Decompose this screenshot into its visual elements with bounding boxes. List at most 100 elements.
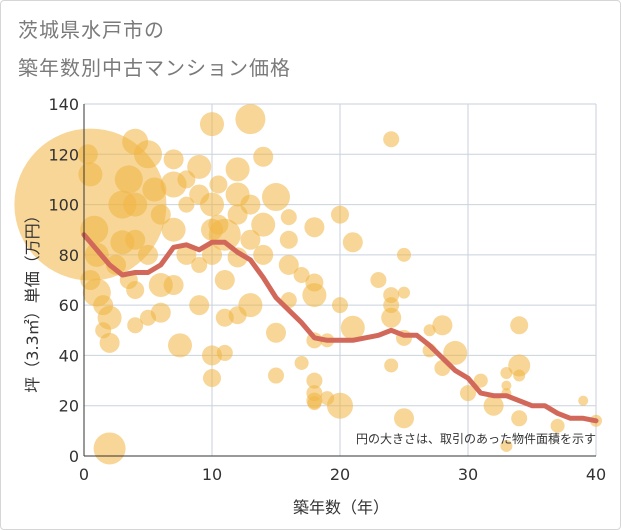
- bubble-point: [443, 340, 468, 365]
- bubble-point: [142, 177, 167, 202]
- bubble-point: [200, 112, 224, 137]
- bubble-point: [383, 131, 400, 148]
- bubble-point: [473, 373, 488, 388]
- bubble-point: [202, 345, 222, 366]
- bubble-point: [500, 439, 513, 452]
- bubble-point: [191, 256, 208, 273]
- bubble-point: [381, 307, 402, 328]
- bubble-point: [294, 355, 309, 370]
- bubble-point: [306, 372, 323, 389]
- bubble-point: [501, 380, 512, 391]
- bubble-point: [304, 217, 325, 238]
- bubble-point: [398, 286, 410, 299]
- bubble-point: [240, 194, 261, 215]
- chart-title-line2: 築年数別中古マンション価格: [18, 56, 291, 80]
- bubble-point: [214, 270, 235, 290]
- bubble-point: [397, 247, 411, 262]
- bubble-point: [423, 324, 436, 337]
- x-tick-label: 30: [458, 465, 478, 484]
- bubble-point: [266, 322, 286, 343]
- x-axis-label: 築年数（年）: [293, 498, 389, 517]
- bubble-point: [342, 232, 363, 253]
- bubble-point: [84, 242, 109, 267]
- trend-line: [81, 232, 599, 424]
- bubble-point: [394, 408, 414, 429]
- x-tick-label: 20: [330, 465, 350, 484]
- bubble-point: [168, 333, 192, 358]
- bubble-point: [200, 192, 224, 217]
- bubble-point: [508, 354, 531, 377]
- bubble-point: [187, 154, 212, 179]
- bubble-point: [125, 229, 146, 250]
- bubble-point: [332, 297, 348, 314]
- x-tick-label: 40: [586, 465, 606, 484]
- bubble-point: [150, 204, 171, 225]
- bubble-point: [331, 205, 349, 224]
- bubble-point: [95, 322, 112, 339]
- bubble-point: [302, 283, 327, 308]
- bubble-point: [238, 293, 263, 318]
- bubble-point: [93, 432, 126, 465]
- bubble-point: [483, 395, 504, 416]
- y-tick-label: 80: [59, 246, 79, 265]
- bubble-point: [340, 315, 365, 340]
- bubble-point: [370, 272, 387, 288]
- bubble-point: [106, 254, 126, 275]
- x-tick-label: 0: [79, 465, 89, 484]
- bubble-point: [209, 175, 228, 194]
- y-tick-label: 40: [59, 346, 79, 365]
- y-tick-label: 60: [59, 296, 79, 315]
- bubble-point: [161, 217, 186, 242]
- bubble-point: [189, 295, 210, 316]
- y-tick-label: 140: [48, 95, 79, 114]
- bubble-point: [134, 140, 162, 169]
- x-tick-label: 10: [202, 465, 222, 484]
- bubble-point: [77, 144, 98, 165]
- bubble-point: [216, 344, 233, 361]
- bubble-point: [150, 302, 171, 323]
- bubble-point: [279, 230, 298, 249]
- bubble-point: [126, 281, 145, 300]
- bubble-point: [123, 192, 148, 217]
- y-tick-label: 120: [48, 145, 79, 164]
- bubble-point: [578, 395, 589, 406]
- bubble-point: [268, 367, 284, 384]
- bubble-point: [176, 244, 197, 265]
- y-tick-label: 0: [69, 447, 79, 466]
- bubble-point: [550, 418, 565, 433]
- bubble-point: [253, 146, 274, 167]
- bubble-point: [278, 254, 299, 275]
- bubble-point: [307, 396, 322, 411]
- bubble-point: [327, 392, 353, 419]
- size-note: 円の大きさは、取引のあった物件面積を示す: [356, 431, 596, 446]
- bubble-point: [127, 317, 144, 334]
- bubble-point: [432, 315, 453, 336]
- axes: 0 20 40 60 80 100 120 140 0 10 20 30 40: [48, 95, 606, 484]
- bubble-point: [262, 183, 290, 212]
- bubble-point: [178, 196, 195, 213]
- bubble-point: [235, 104, 266, 135]
- bubble-point: [280, 209, 297, 226]
- bubble-point: [384, 358, 399, 373]
- chart-title-line1: 茨城県水戸市の: [18, 18, 165, 42]
- bubble-point: [293, 266, 310, 283]
- bubble-point: [202, 244, 222, 265]
- bubble-point: [251, 212, 276, 237]
- bubble-point: [80, 270, 101, 290]
- bubble-point: [511, 410, 528, 427]
- bubble-point: [203, 369, 221, 388]
- bubble-point: [240, 229, 261, 250]
- bubble-point: [114, 165, 143, 194]
- bubble-point: [163, 275, 184, 296]
- y-axis-label: 坪（3.3㎡）単価（万円）: [23, 207, 42, 392]
- bubble-layer: [14, 104, 602, 465]
- y-tick-label: 20: [59, 397, 79, 416]
- bubble-point: [225, 157, 250, 182]
- bubble-point: [510, 316, 529, 335]
- y-tick-label: 100: [48, 196, 79, 215]
- bubble-point: [163, 149, 184, 170]
- bubble-point: [253, 244, 274, 265]
- bubble-point: [138, 244, 158, 265]
- bubble-point: [460, 385, 476, 402]
